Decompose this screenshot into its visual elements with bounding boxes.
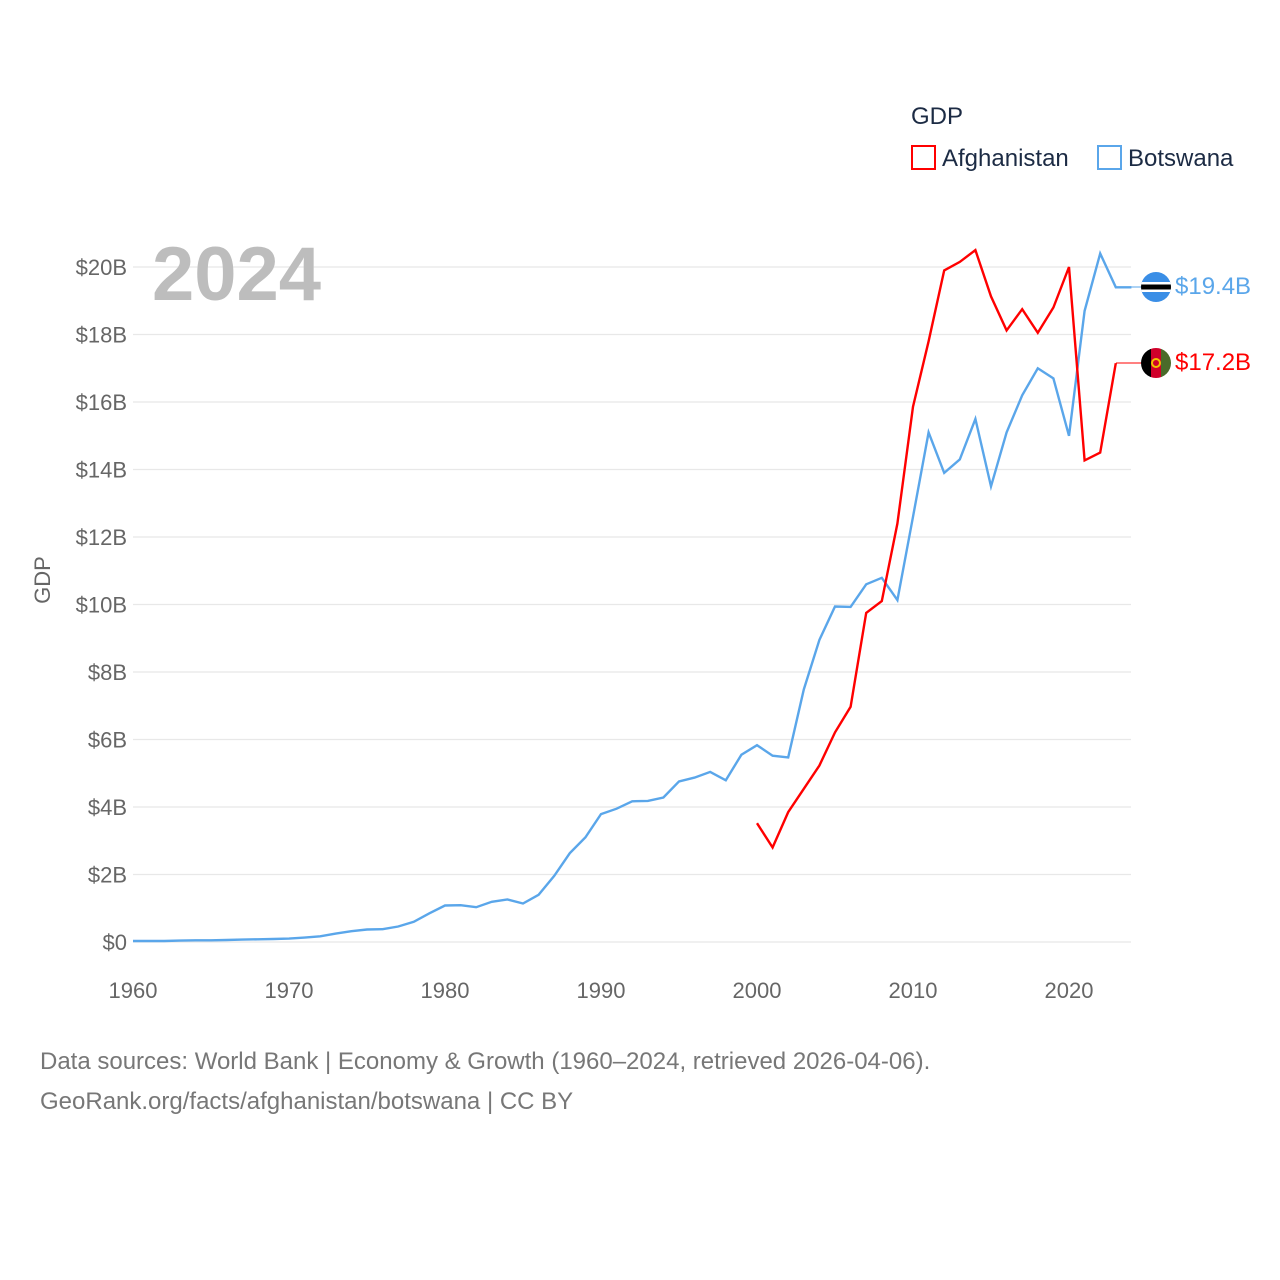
y-tick-label: $12B (76, 525, 127, 550)
afghanistan-end-value: $17.2B (1175, 349, 1251, 376)
series-line-afghanistan (755, 248, 1117, 851)
x-tick-label: 2010 (889, 978, 938, 1003)
y-axis-label: GDP (30, 556, 55, 604)
y-tick-label: $8B (88, 660, 127, 685)
year-watermark: 2024 (152, 232, 321, 317)
legend-title: GDP (911, 103, 963, 130)
y-tick-label: $4B (88, 795, 127, 820)
x-tick-label: 1980 (421, 978, 470, 1003)
botswana-end-value: $19.4B (1175, 273, 1251, 300)
x-axis-ticks: 1960 1970 1980 1990 2000 2010 2020 (109, 978, 1094, 1003)
y-axis-ticks: $0 $2B $4B $6B $8B $10B $12B $14B $16B $18B $20B (76, 255, 127, 955)
legend-swatch-botswana[interactable] (1097, 145, 1122, 170)
x-tick-label: 1970 (265, 978, 314, 1003)
series-line-botswana (133, 250, 1132, 943)
y-tick-label: $10B (76, 593, 127, 618)
x-tick-label: 1960 (109, 978, 158, 1003)
afghanistan-flag-icon (1141, 348, 1171, 378)
data-sources-text: Data sources: World Bank | Economy & Gro… (40, 1048, 931, 1075)
y-tick-label: $6B (88, 728, 127, 753)
legend-label-botswana[interactable]: Botswana (1128, 145, 1234, 172)
x-tick-label: 2000 (733, 978, 782, 1003)
y-tick-label: $18B (76, 323, 127, 348)
gridlines (133, 266, 1131, 943)
footer-sources: Data sources: World Bank | Economy & Gro… (40, 1042, 930, 1122)
legend-swatch-afghanistan[interactable] (911, 145, 936, 170)
y-tick-label: $0 (103, 930, 127, 955)
attribution-link[interactable]: GeoRank.org/facts/afghanistan/botswana |… (40, 1088, 574, 1115)
legend-label-afghanistan[interactable]: Afghanistan (942, 145, 1069, 172)
y-tick-label: $16B (76, 390, 127, 415)
botswana-flag-icon (1141, 272, 1171, 302)
y-tick-label: $20B (76, 255, 127, 280)
x-tick-label: 1990 (577, 978, 626, 1003)
y-tick-label: $2B (88, 863, 127, 888)
y-tick-label: $14B (76, 458, 127, 483)
x-tick-label: 2020 (1045, 978, 1094, 1003)
